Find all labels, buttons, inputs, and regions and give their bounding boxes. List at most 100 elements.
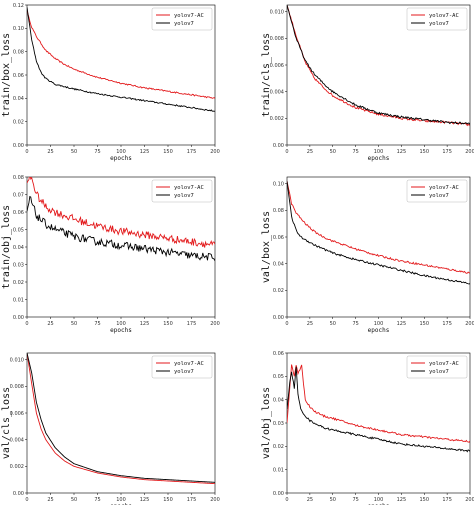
y-tick-label: 0.004 (270, 89, 284, 95)
series-line-yolov7 (287, 366, 470, 453)
x-tick-label: 0 (25, 321, 28, 327)
y-tick-label: 0.07 (13, 192, 24, 198)
x-tick-label: 75 (352, 321, 358, 327)
y-tick-label: 0.06 (273, 235, 284, 241)
x-axis-label: epochs (368, 327, 390, 334)
x-tick-label: 175 (442, 497, 452, 503)
x-tick-label: 0 (285, 149, 288, 155)
x-tick-label: 25 (47, 497, 53, 503)
x-tick-label: 175 (442, 149, 452, 155)
x-tick-label: 150 (163, 497, 173, 503)
x-tick-label: 25 (307, 321, 313, 327)
x-tick-label: 50 (330, 149, 336, 155)
x-axis-label: epochs (110, 503, 132, 505)
series-line-yolov7-AC (27, 177, 215, 248)
y-tick-label: 0.02 (13, 280, 24, 286)
x-tick-label: 50 (330, 497, 336, 503)
x-tick-label: 100 (116, 497, 126, 503)
x-tick-label: 75 (352, 497, 358, 503)
x-tick-label: 25 (47, 149, 53, 155)
y-tick-label: 0.02 (273, 444, 284, 450)
x-tick-label: 125 (140, 321, 150, 327)
x-tick-label: 50 (330, 321, 336, 327)
chart-panel-3: 0 25 50 75 100 125 150 175 200 0.00 0.01 0.02 0.03 0.… (1, 175, 220, 334)
y-tick-label: 0.02 (273, 288, 284, 294)
y-tick-label: 0.006 (270, 63, 284, 69)
y-tick-label: 0.008 (10, 384, 24, 390)
y-tick-label: 0.02 (13, 119, 24, 125)
series-line-yolov7 (27, 195, 215, 262)
y-tick-label: 0.04 (13, 245, 24, 251)
legend-box (151, 7, 213, 31)
x-tick-label: 100 (374, 149, 384, 155)
legend-label: yolov7 (429, 369, 449, 375)
y-tick-label: 0.08 (13, 49, 24, 55)
y-tick-label: 0.12 (13, 3, 24, 9)
x-tick-label: 150 (163, 321, 173, 327)
x-tick-label: 150 (419, 497, 429, 503)
chart-panel-5: 0 25 50 75 100 125 150 175 200 0.00 0.002 0.004 0.00… (1, 352, 220, 505)
x-tick-label: 125 (397, 321, 407, 327)
legend-label: yolov7 (174, 193, 194, 199)
x-tick-label: 150 (163, 149, 173, 155)
y-tick-label: 0.01 (273, 467, 284, 473)
series-line-yolov7 (287, 181, 470, 285)
series-line-yolov7 (27, 353, 215, 483)
legend-label: yolov7-AC (429, 13, 459, 19)
y-tick-label: 0.00 (273, 143, 284, 149)
y-tick-label: 0.008 (270, 36, 284, 42)
x-axis-label: epochs (368, 503, 390, 505)
y-tick-label: 0.006 (10, 411, 24, 417)
y-tick-label: 0.05 (13, 227, 24, 233)
legend-label: yolov7-AC (429, 185, 459, 191)
y-tick-label: 0.03 (273, 421, 284, 427)
series-line-yolov7 (287, 5, 470, 125)
y-tick-label: 0.08 (273, 208, 284, 214)
x-tick-label: 175 (187, 149, 197, 155)
y-tick-label: 0.03 (13, 262, 24, 268)
legend-label: yolov7-AC (174, 361, 204, 367)
x-tick-label: 50 (71, 321, 77, 327)
y-tick-label: 0.002 (10, 464, 24, 470)
series-line-yolov7 (27, 7, 215, 112)
y-axis-label: val/obj_loss (261, 387, 272, 459)
y-tick-label: 0.00 (13, 315, 24, 321)
x-tick-label: 0 (25, 497, 28, 503)
y-tick-label: 0.06 (13, 210, 24, 216)
y-tick-label: 0.06 (273, 351, 284, 357)
x-tick-label: 175 (187, 497, 197, 503)
x-tick-label: 125 (140, 497, 150, 503)
series-line-yolov7-AC (27, 10, 215, 99)
x-tick-label: 100 (116, 321, 126, 327)
y-tick-label: 0.08 (13, 175, 24, 181)
x-tick-label: 0 (25, 149, 28, 155)
x-tick-label: 0 (285, 321, 288, 327)
x-tick-label: 50 (71, 497, 77, 503)
y-tick-label: 0.06 (13, 73, 24, 79)
y-tick-label: 0.01 (13, 297, 24, 303)
x-tick-label: 200 (465, 497, 474, 503)
x-tick-label: 175 (187, 321, 197, 327)
y-tick-label: 0.00 (273, 315, 284, 321)
y-tick-label: 0.002 (270, 116, 284, 122)
x-tick-label: 100 (116, 149, 126, 155)
y-axis-label: val/box_loss (261, 211, 272, 283)
legend-label: yolov7-AC (429, 361, 459, 367)
legend-box (151, 179, 213, 203)
x-tick-label: 25 (307, 149, 313, 155)
chart-panel-4: 0 25 50 75 100 125 150 175 200 0.00 0.02 0.04 0.06 0.… (261, 176, 474, 334)
x-axis-label: epochs (368, 155, 390, 162)
y-tick-label: 0.04 (273, 261, 284, 267)
legend-label: yolov7-AC (174, 13, 204, 19)
legend-label: yolov7 (174, 21, 194, 27)
y-axis-label: train/obj_loss (1, 205, 12, 289)
legend-box (406, 179, 468, 203)
x-tick-label: 125 (397, 149, 407, 155)
series-line-yolov7-AC (287, 364, 470, 443)
y-tick-label: 0.004 (10, 437, 24, 443)
y-tick-label: 0.04 (13, 96, 24, 102)
x-tick-label: 75 (94, 149, 100, 155)
x-tick-label: 200 (465, 149, 474, 155)
series-line-yolov7-AC (287, 180, 470, 274)
